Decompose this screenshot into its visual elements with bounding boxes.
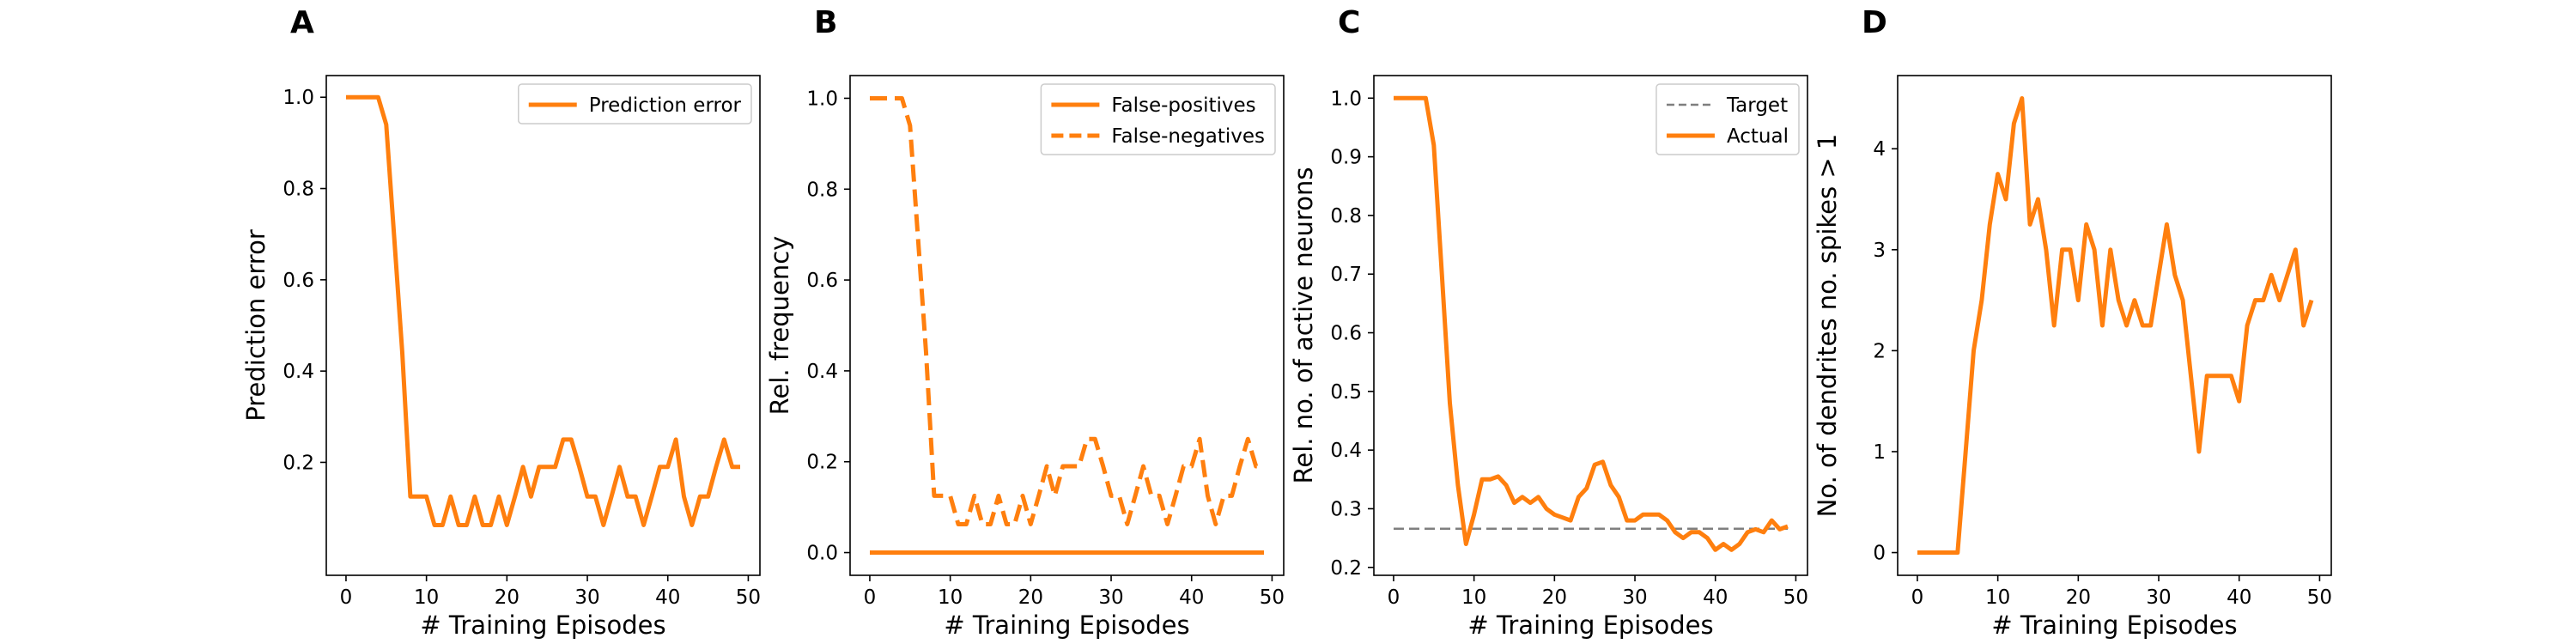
x-tick-label: 0 (340, 586, 353, 609)
x-tick-label: 30 (574, 586, 599, 609)
panel-letter: A (290, 5, 314, 40)
x-axis-label: # Training Episodes (420, 611, 665, 640)
panel-letter: B (814, 5, 837, 40)
x-tick-label: 50 (1260, 586, 1285, 609)
x-tick-label: 50 (2307, 586, 2332, 609)
axes-frame (1373, 75, 1808, 576)
x-axis-label: # Training Episodes (1991, 611, 2237, 640)
panel-a: A 0 10 20 30 40 50 0.2 0.4 0.6 0.8 1.0 # Training Ep… (241, 5, 761, 640)
y-tick-label: 0.6 (283, 270, 314, 292)
x-tick-label: 50 (736, 586, 761, 609)
x-tick-label: 40 (1703, 586, 1728, 609)
y-axis-label: No. of dendrites no. spikes > 1 (1813, 134, 1842, 518)
y-tick-label: 0.4 (1330, 440, 1362, 462)
y-tick-label: 0 (1873, 543, 1886, 565)
y-tick-label: 0.2 (283, 452, 314, 474)
panel-d: D 0 10 20 30 40 50 0 1 2 3 4 # Training Episodes No. … (1813, 5, 2332, 640)
axes-frame (1897, 75, 2332, 576)
x-tick-label: 0 (1388, 586, 1400, 609)
y-tick-label: 0.8 (806, 179, 838, 201)
legend: Target Actual (1656, 83, 1800, 155)
y-tick-label: 0.4 (806, 361, 838, 383)
legend-label: False-negatives (1111, 125, 1265, 148)
y-tick-label: 3 (1873, 240, 1886, 262)
series-line-line (1917, 96, 2314, 555)
x-tick-label: 10 (1985, 586, 2010, 609)
y-tick-label: 0.5 (1330, 381, 1362, 404)
x-tick-label: 30 (1098, 586, 1123, 609)
x-axis-label: # Training Episodes (944, 611, 1189, 640)
y-tick-label: 0.4 (283, 361, 314, 383)
legend-label: Prediction error (589, 94, 742, 117)
y-tick-label: 0.2 (806, 452, 838, 474)
y-axis-label: Rel. no. of active neurons (1289, 167, 1318, 484)
y-axis-label: Prediction error (241, 229, 270, 422)
legend-box (517, 83, 752, 125)
y-axis-label: Rel. frequency (765, 236, 794, 416)
y-tick-label: 1.0 (1330, 88, 1362, 110)
x-tick-label: 40 (655, 586, 680, 609)
panel-c: C 0 10 20 30 40 50 0.2 0.3 0.4 0.5 0.6 0.7 0.8 0.9 1.0 #… (1289, 5, 1808, 640)
x-tick-label: 40 (2227, 586, 2251, 609)
y-tick-label: 0.8 (283, 179, 314, 201)
axes-frame (325, 75, 761, 576)
x-tick-label: 10 (938, 586, 963, 609)
series-line-prediction-error (346, 94, 740, 527)
y-tick-label: 2 (1873, 340, 1886, 362)
y-tick-label: 0.2 (1330, 557, 1362, 580)
y-tick-label: 4 (1873, 138, 1886, 161)
y-tick-label: 1.0 (283, 87, 314, 109)
x-tick-label: 10 (1461, 586, 1486, 609)
x-tick-label: 20 (1542, 586, 1567, 609)
legend-box (1040, 83, 1276, 155)
x-tick-label: 30 (2146, 586, 2171, 609)
y-tick-label: 0.7 (1330, 264, 1362, 286)
x-tick-label: 30 (1622, 586, 1647, 609)
legend: False-positives False-negatives (1040, 83, 1276, 155)
x-tick-label: 20 (1018, 586, 1043, 609)
axes-frame (849, 75, 1285, 576)
panel-letter: C (1338, 5, 1360, 40)
legend-label: Actual (1727, 125, 1789, 148)
legend-label: Target (1726, 94, 1788, 117)
y-tick-label: 0.6 (1330, 323, 1362, 345)
y-tick-label: 1.0 (806, 88, 838, 110)
legend-label: False-positives (1111, 94, 1255, 117)
series-line-actual (1394, 95, 1789, 552)
x-axis-label: # Training Episodes (1467, 611, 1713, 640)
panel-letter: D (1862, 5, 1887, 40)
x-tick-label: 50 (1783, 586, 1808, 609)
x-tick-label: 20 (2066, 586, 2091, 609)
y-tick-label: 0.0 (806, 543, 838, 565)
x-tick-label: 0 (1911, 586, 1924, 609)
y-tick-label: 0.8 (1330, 205, 1362, 228)
x-tick-label: 10 (414, 586, 439, 609)
legend: Prediction error (517, 83, 752, 125)
y-tick-label: 1 (1873, 441, 1886, 464)
x-tick-label: 0 (864, 586, 877, 609)
x-tick-label: 40 (1179, 586, 1204, 609)
y-tick-label: 0.3 (1330, 498, 1362, 520)
panel-b: B 0 10 20 30 40 50 0.0 0.2 0.4 0.6 0.8 1.0 # Training… (765, 5, 1285, 640)
series-line-false-negatives (870, 96, 1264, 526)
x-tick-label: 20 (495, 586, 519, 609)
y-tick-label: 0.6 (806, 270, 838, 292)
y-tick-label: 0.9 (1330, 147, 1362, 169)
